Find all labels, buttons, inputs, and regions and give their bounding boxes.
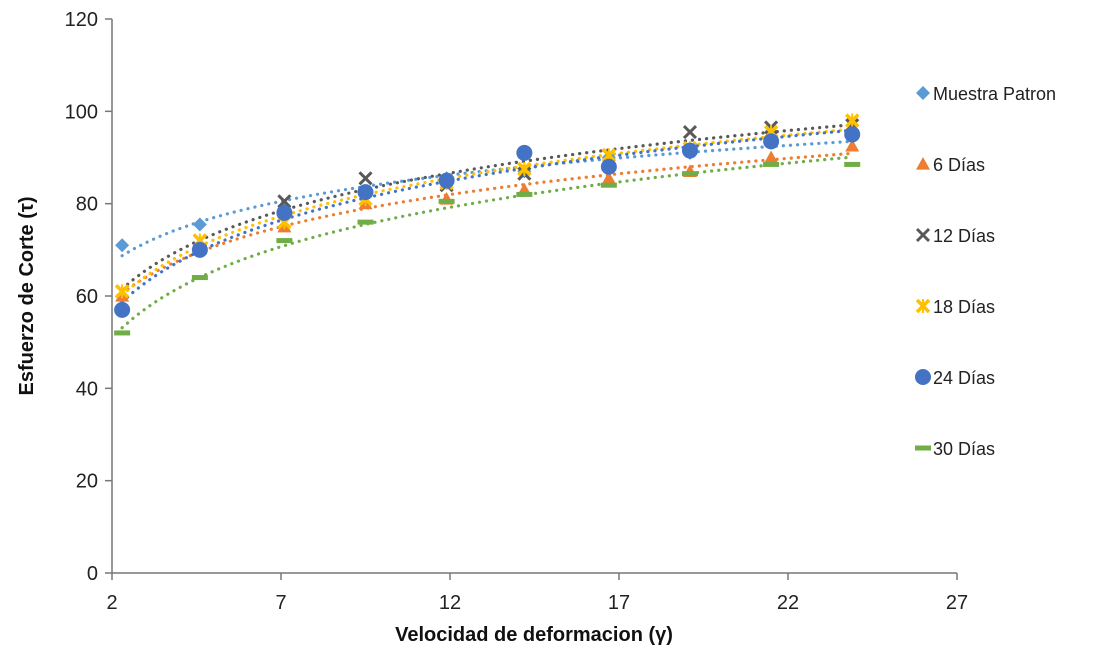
trendlines <box>120 123 854 330</box>
data-point-24-d-as <box>763 133 780 150</box>
data-point-30-d-as <box>191 275 208 281</box>
data-point-12-d-as <box>682 125 698 140</box>
x-tick-label: 27 <box>946 592 968 614</box>
data-point-24-d-as <box>276 204 293 221</box>
trendline-30-d-as <box>120 155 854 330</box>
data-point-24-d-as <box>681 142 698 159</box>
data-point-18-d-as <box>517 161 532 177</box>
data-point-24-d-as <box>600 158 617 175</box>
data-point-30-d-as <box>763 161 780 167</box>
data-point-18-d-as <box>844 113 860 128</box>
y-tick-label: 40 <box>76 378 98 400</box>
data-point-30-d-as <box>600 182 617 188</box>
x-ticks: 2 7 12 17 22 27 <box>106 573 968 614</box>
y-tick-label: 80 <box>76 194 98 216</box>
data-point-30-d-as <box>357 219 374 225</box>
data-point-30-d-as <box>681 171 698 177</box>
data-point-24-d-as <box>357 184 374 201</box>
trendline-18-d-as <box>120 127 854 297</box>
x-tick-label: 7 <box>275 592 286 614</box>
y-tick-label: 20 <box>76 471 98 493</box>
data-point-24-d-as <box>114 301 131 318</box>
trendline-12-d-as <box>120 123 854 291</box>
trendline-6-d-as <box>120 151 854 295</box>
x-tick-label: 2 <box>106 592 117 614</box>
legend-marker-12-d-as-stroke <box>915 227 931 243</box>
data-point-30-d-as <box>438 198 455 204</box>
legend-marker-12-d-as <box>915 227 931 243</box>
y-ticks: 0 20 40 60 80 100 120 <box>65 9 112 585</box>
y-tick-label: 0 <box>87 563 98 585</box>
data-point-30-d-as <box>114 330 131 336</box>
data-point-6-d-as <box>601 171 616 184</box>
data-point-12-d-as-stroke <box>277 194 292 209</box>
data-point-30-d-as <box>516 191 533 197</box>
legend-item-24-d-as: 24 Días <box>915 368 995 388</box>
legend-label-30-d-as: 30 Días <box>933 439 995 459</box>
legend-item-6-d-as: 6 Días <box>916 155 985 175</box>
data-point-muestra-patron <box>192 217 207 232</box>
trendline-24-d-as <box>120 128 854 304</box>
legend-item-12-d-as: 12 Días <box>915 226 995 246</box>
legend-marker-6-d-as <box>916 157 930 170</box>
data-point-30-d-as <box>276 238 293 244</box>
data-point-24-d-as <box>438 172 455 189</box>
data-point-24-d-as <box>516 144 533 161</box>
legend-item-18-d-as: 18 Días <box>915 297 995 317</box>
legend-item-30-d-as: 30 Días <box>915 439 995 459</box>
x-tick-label: 22 <box>777 592 799 614</box>
legend-label-18-d-as: 18 Días <box>933 297 995 317</box>
y-tick-label: 120 <box>65 9 98 31</box>
x-tick-label: 17 <box>608 592 630 614</box>
y-tick-label: 100 <box>65 101 98 123</box>
legend-marker-30-d-as <box>915 445 931 451</box>
data-point-18-d-as <box>114 284 130 299</box>
data-points <box>114 113 861 336</box>
data-point-24-d-as <box>844 126 861 143</box>
legend-label-6-d-as: 6 Días <box>933 155 985 175</box>
legend-marker-24-d-as <box>915 369 931 385</box>
data-point-30-d-as <box>844 161 861 167</box>
x-tick-label: 12 <box>439 592 461 614</box>
legend-marker-18-d-as <box>915 298 931 314</box>
data-point-24-d-as <box>191 241 208 258</box>
data-point-12-d-as <box>358 171 373 186</box>
y-axis-title: Esfuerzo de Corte (τ) <box>16 197 38 396</box>
legend-label-muestra-patron: Muestra Patron <box>933 84 1056 104</box>
data-point-muestra-patron <box>115 238 130 253</box>
data-point-12-d-as-stroke <box>358 171 373 186</box>
legend-label-24-d-as: 24 Días <box>933 368 995 388</box>
legend-label-12-d-as: 12 Días <box>933 226 995 246</box>
axes <box>111 19 957 574</box>
x-axis-title: Velocidad de deformacion (γ) <box>395 624 673 646</box>
data-point-6-d-as <box>845 138 860 152</box>
legend: Muestra Patron 6 Días 12 Días 18 Días 24 Día… <box>915 84 1056 459</box>
y-tick-label: 60 <box>76 286 98 308</box>
data-point-12-d-as <box>277 194 292 209</box>
legend-item-muestra-patron: Muestra Patron <box>916 84 1056 104</box>
legend-marker-muestra-patron <box>916 86 930 100</box>
data-point-12-d-as-stroke <box>682 125 698 140</box>
data-point-6-d-as <box>764 150 779 164</box>
